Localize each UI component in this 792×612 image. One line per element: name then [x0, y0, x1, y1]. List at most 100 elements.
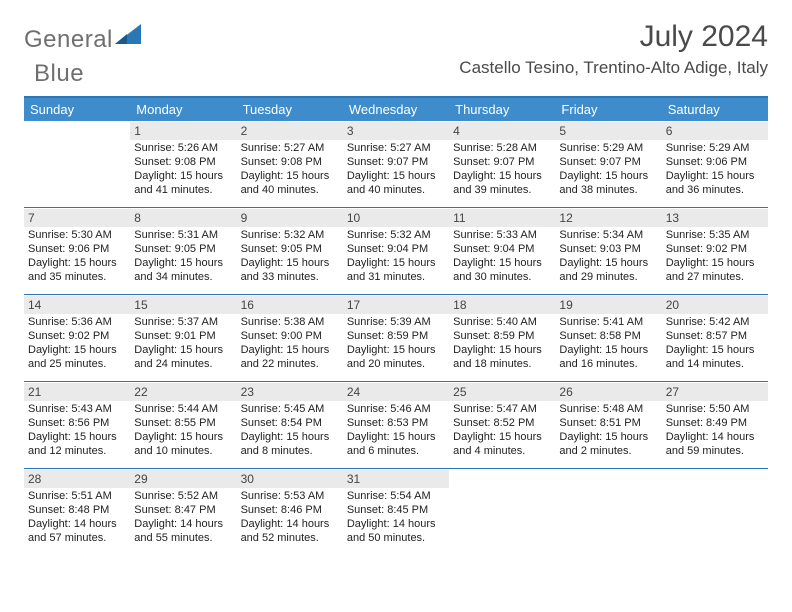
day-number: 27: [666, 385, 679, 399]
detail-line: and 27 minutes.: [666, 270, 764, 284]
detail-line: and 2 minutes.: [559, 444, 657, 458]
detail-line: and 24 minutes.: [134, 357, 232, 371]
detail-line: Sunrise: 5:29 AM: [559, 141, 657, 155]
detail-line: Sunset: 8:59 PM: [347, 329, 445, 343]
detail-line: Sunrise: 5:53 AM: [241, 489, 339, 503]
day-header: Wednesday: [343, 98, 449, 121]
daynum-row: 3: [343, 122, 449, 140]
day-number: 6: [666, 124, 673, 138]
daynum-row: 4: [449, 122, 555, 140]
detail-line: Sunrise: 5:43 AM: [28, 402, 126, 416]
calendar-cell: 4Sunrise: 5:28 AMSunset: 9:07 PMDaylight…: [449, 121, 555, 207]
calendar-cell: 8 Sunrise: 5:31 AMSunset: 9:05 PMDaylight…: [130, 208, 236, 294]
detail-line: Daylight: 15 hours: [241, 430, 339, 444]
day-number: 8: [134, 211, 141, 225]
detail-line: Sunset: 8:53 PM: [347, 416, 445, 430]
detail-line: and 35 minutes.: [28, 270, 126, 284]
daynum-row: 23: [237, 383, 343, 401]
daynum-row: [24, 122, 130, 140]
day-header: Sunday: [24, 98, 130, 121]
day-number: 15: [134, 298, 147, 312]
day-details: Sunrise: 5:42 AMSunset: 8:57 PMDaylight:…: [666, 315, 764, 371]
detail-line: Sunset: 8:56 PM: [28, 416, 126, 430]
detail-line: and 30 minutes.: [453, 270, 551, 284]
detail-line: Sunset: 9:07 PM: [453, 155, 551, 169]
daynum-row: 27: [662, 383, 768, 401]
detail-line: Sunrise: 5:50 AM: [666, 402, 764, 416]
day-details: Sunrise: 5:54 AMSunset: 8:45 PMDaylight:…: [347, 489, 445, 545]
detail-line: Sunrise: 5:47 AM: [453, 402, 551, 416]
detail-line: Sunrise: 5:26 AM: [134, 141, 232, 155]
logo: General: [24, 26, 141, 54]
daynum-row: 8: [130, 209, 236, 227]
detail-line: Sunset: 8:48 PM: [28, 503, 126, 517]
detail-line: Daylight: 15 hours: [347, 430, 445, 444]
calendar-cell: 7Sunrise: 5:30 AMSunset: 9:06 PMDaylight…: [24, 208, 130, 294]
detail-line: Daylight: 15 hours: [666, 256, 764, 270]
day-header: Thursday: [449, 98, 555, 121]
detail-line: Daylight: 15 hours: [134, 256, 232, 270]
day-details: Sunrise: 5:51 AMSunset: 8:48 PMDaylight:…: [28, 489, 126, 545]
detail-line: Sunrise: 5:27 AM: [241, 141, 339, 155]
daynum-row: 6: [662, 122, 768, 140]
detail-line: and 40 minutes.: [347, 183, 445, 197]
detail-line: Sunrise: 5:54 AM: [347, 489, 445, 503]
detail-line: Sunset: 9:08 PM: [241, 155, 339, 169]
detail-line: Sunrise: 5:28 AM: [453, 141, 551, 155]
day-number: 18: [453, 298, 466, 312]
calendar-cell: 26Sunrise: 5:48 AMSunset: 8:51 PMDayligh…: [555, 382, 661, 468]
day-details: Sunrise: 5:29 AMSunset: 9:06 PMDaylight:…: [666, 141, 764, 197]
day-number: 28: [28, 472, 41, 486]
logo-text-b: Blue: [34, 60, 84, 88]
detail-line: and 8 minutes.: [241, 444, 339, 458]
daynum-row: 15: [130, 296, 236, 314]
detail-line: Sunset: 9:01 PM: [134, 329, 232, 343]
detail-line: Daylight: 15 hours: [347, 256, 445, 270]
day-header: Tuesday: [237, 98, 343, 121]
day-details: Sunrise: 5:38 AMSunset: 9:00 PMDaylight:…: [241, 315, 339, 371]
day-number: 7: [28, 211, 35, 225]
daynum-row: 28: [24, 470, 130, 488]
detail-line: Sunrise: 5:48 AM: [559, 402, 657, 416]
detail-line: Daylight: 15 hours: [559, 169, 657, 183]
day-details: Sunrise: 5:52 AMSunset: 8:47 PMDaylight:…: [134, 489, 232, 545]
calendar-cell: 14Sunrise: 5:36 AMSunset: 9:02 PMDayligh…: [24, 295, 130, 381]
detail-line: Sunrise: 5:42 AM: [666, 315, 764, 329]
calendar-cell: 27Sunrise: 5:50 AMSunset: 8:49 PMDayligh…: [662, 382, 768, 468]
detail-line: Daylight: 15 hours: [559, 343, 657, 357]
daynum-row: 29: [130, 470, 236, 488]
detail-line: and 39 minutes.: [453, 183, 551, 197]
detail-line: and 25 minutes.: [28, 357, 126, 371]
day-number: 19: [559, 298, 572, 312]
detail-line: Daylight: 15 hours: [559, 430, 657, 444]
day-number: 29: [134, 472, 147, 486]
day-number: 2: [241, 124, 248, 138]
calendar-grid: SundayMondayTuesdayWednesdayThursdayFrid…: [24, 96, 768, 555]
detail-line: Sunset: 8:51 PM: [559, 416, 657, 430]
detail-line: Daylight: 15 hours: [28, 343, 126, 357]
detail-line: Daylight: 15 hours: [241, 343, 339, 357]
detail-line: and 18 minutes.: [453, 357, 551, 371]
detail-line: Daylight: 15 hours: [453, 343, 551, 357]
day-details: Sunrise: 5:29 AMSunset: 9:07 PMDaylight:…: [559, 141, 657, 197]
daynum-row: 25: [449, 383, 555, 401]
detail-line: Sunrise: 5:35 AM: [666, 228, 764, 242]
daynum-row: [662, 470, 768, 488]
detail-line: Sunset: 8:55 PM: [134, 416, 232, 430]
day-number: 25: [453, 385, 466, 399]
detail-line: Daylight: 15 hours: [28, 430, 126, 444]
detail-line: Sunset: 9:05 PM: [241, 242, 339, 256]
daynum-row: 22: [130, 383, 236, 401]
day-number: 1: [134, 124, 141, 138]
detail-line: Sunrise: 5:38 AM: [241, 315, 339, 329]
day-details: Sunrise: 5:46 AMSunset: 8:53 PMDaylight:…: [347, 402, 445, 458]
day-details: Sunrise: 5:45 AMSunset: 8:54 PMDaylight:…: [241, 402, 339, 458]
detail-line: Sunrise: 5:31 AM: [134, 228, 232, 242]
day-number: 3: [347, 124, 354, 138]
detail-line: Sunset: 9:06 PM: [666, 155, 764, 169]
calendar-cell: [555, 469, 661, 555]
detail-line: Sunset: 9:05 PM: [134, 242, 232, 256]
detail-line: Sunset: 9:04 PM: [347, 242, 445, 256]
month-title: July 2024: [459, 20, 768, 54]
daynum-row: 11: [449, 209, 555, 227]
